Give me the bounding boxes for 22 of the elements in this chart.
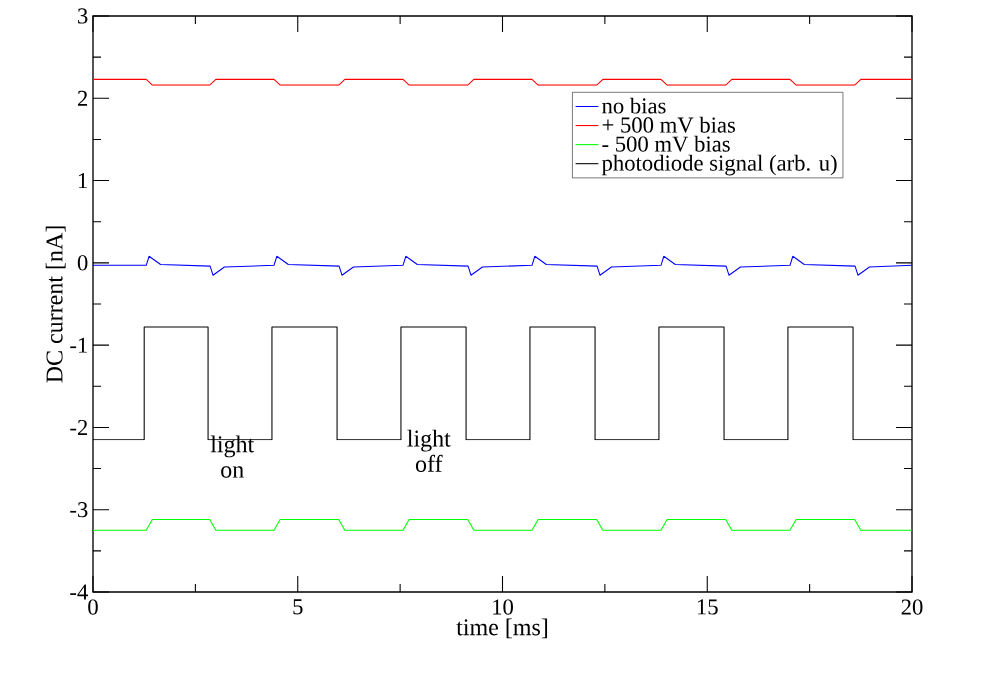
y-tick-label: 2 (77, 90, 88, 106)
y-tick-label: -4 (70, 584, 88, 600)
y-tick-label: -3 (70, 502, 88, 518)
x-tick-label: 0 (88, 599, 98, 615)
x-tick-label: 10 (493, 599, 513, 615)
annotation: light off (407, 429, 451, 472)
x-axis-title: time [ms] (456, 618, 548, 639)
x-tick-label: 15 (697, 599, 718, 615)
y-tick-label: -1 (70, 337, 87, 353)
x-tick-label: 20 (901, 599, 923, 615)
y-tick-label: 3 (78, 8, 88, 24)
legend-label: + 500 mV bias (602, 116, 736, 133)
legend-label: no bias (602, 97, 666, 114)
line-series (93, 255, 912, 276)
x-tick-label: 5 (293, 599, 303, 615)
annotation: light on (210, 435, 255, 478)
legend-label: - 500 mV bias (602, 135, 730, 152)
y-axis-title: DC current [nA] (45, 226, 66, 383)
y-tick-label: 1 (78, 173, 87, 189)
y-tick-label: 0 (77, 255, 88, 271)
y-tick-label: -2 (70, 419, 88, 435)
legend-label: photodiode signal (arb. u) (601, 154, 837, 176)
